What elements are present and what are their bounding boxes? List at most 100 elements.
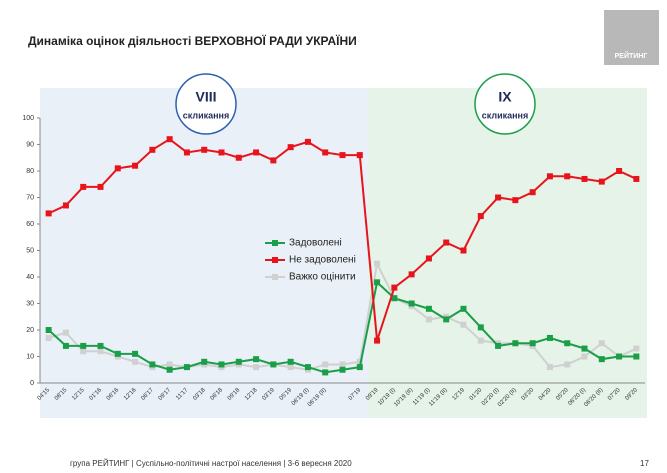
series-marker [201, 146, 208, 153]
y-tick-label: 30 [26, 300, 34, 307]
y-tick-label: 50 [26, 247, 34, 254]
series-marker [460, 305, 467, 312]
series-marker [425, 316, 432, 323]
series-marker [564, 361, 571, 368]
series-marker [529, 189, 536, 196]
series-marker [581, 175, 588, 182]
logo: РЕЙТИНГ [615, 51, 648, 60]
series-marker [218, 361, 225, 368]
series-marker [546, 334, 553, 341]
series-marker [339, 366, 346, 373]
y-tick-label: 70 [26, 194, 34, 201]
series-marker [114, 350, 121, 357]
logo-box [604, 10, 659, 65]
series-marker [304, 364, 311, 371]
series-marker [477, 324, 484, 331]
series-marker [477, 213, 484, 220]
series-marker [287, 358, 294, 365]
series-marker [356, 358, 363, 365]
annotation-circle [175, 73, 237, 135]
series-marker [633, 175, 640, 182]
series-marker [62, 342, 69, 349]
series-marker [460, 321, 467, 328]
series-marker [97, 348, 104, 355]
series-marker [495, 342, 502, 349]
series-marker [166, 361, 173, 368]
y-tick-label: 20 [26, 327, 34, 334]
series-marker [166, 366, 173, 373]
legend-label: Важко оцінити [289, 272, 356, 283]
series-marker [581, 353, 588, 360]
series-marker [512, 197, 519, 204]
series-marker [391, 295, 398, 302]
series-marker [201, 358, 208, 365]
y-tick-label: 10 [26, 353, 34, 360]
chart-title: Динаміка оцінок діяльності ВЕРХОВНОЇ РАД… [28, 33, 357, 48]
series-marker [546, 173, 553, 180]
series-marker [183, 364, 190, 371]
series-marker [425, 255, 432, 262]
y-tick-label: 0 [30, 380, 34, 387]
series-marker [114, 165, 121, 172]
series-marker [287, 364, 294, 371]
series-marker [132, 162, 139, 169]
series-marker [374, 260, 381, 267]
series-marker [322, 369, 329, 376]
series-marker [443, 239, 450, 246]
series-marker [80, 183, 87, 190]
series-marker [149, 146, 156, 153]
series-marker [356, 152, 363, 159]
series-marker [235, 358, 242, 365]
series-marker [45, 210, 52, 217]
series-marker [374, 337, 381, 344]
series-marker [425, 305, 432, 312]
series-marker [633, 345, 640, 352]
series-marker [287, 144, 294, 151]
series-marker [62, 202, 69, 209]
series-marker [408, 300, 415, 307]
series-marker [339, 361, 346, 368]
series-marker [564, 340, 571, 347]
annotation-text: скликання [482, 110, 529, 120]
series-marker [633, 353, 640, 360]
footer: група РЕЙТИНГ | Суспільно-політичні наст… [70, 459, 352, 468]
series-marker [149, 361, 156, 368]
legend-marker [272, 274, 278, 280]
series-marker [460, 247, 467, 254]
series-marker [97, 342, 104, 349]
series-marker [598, 178, 605, 185]
series-marker [166, 136, 173, 143]
series-marker [62, 329, 69, 336]
series-marker [322, 149, 329, 156]
series-marker [512, 340, 519, 347]
y-tick-label: 40 [26, 274, 34, 281]
series-marker [80, 348, 87, 355]
series-marker [132, 350, 139, 357]
legend-label: Не задоволені [289, 255, 356, 266]
y-tick-label: 90 [26, 141, 34, 148]
legend-marker [272, 240, 278, 246]
series-marker [45, 334, 52, 341]
series-marker [598, 340, 605, 347]
series-marker [616, 168, 623, 174]
annotation-number: VIII [195, 89, 216, 105]
series-marker [616, 353, 623, 360]
region-ix [368, 88, 647, 418]
series-marker [253, 364, 260, 371]
series-marker [356, 364, 363, 371]
series-marker [564, 173, 571, 180]
series-marker [304, 138, 311, 145]
series-marker [339, 152, 346, 159]
annotation-number: IX [498, 89, 512, 105]
annotation-circle [474, 73, 536, 135]
series-marker [443, 316, 450, 323]
y-tick-label: 100 [22, 115, 34, 122]
series-marker [80, 342, 87, 349]
series-marker [45, 327, 52, 333]
region-viii [40, 88, 368, 418]
series-marker [477, 337, 484, 344]
series-marker [253, 149, 260, 156]
series-marker [218, 149, 225, 156]
legend-label: Задоволені [289, 238, 342, 249]
series-marker [391, 284, 398, 291]
